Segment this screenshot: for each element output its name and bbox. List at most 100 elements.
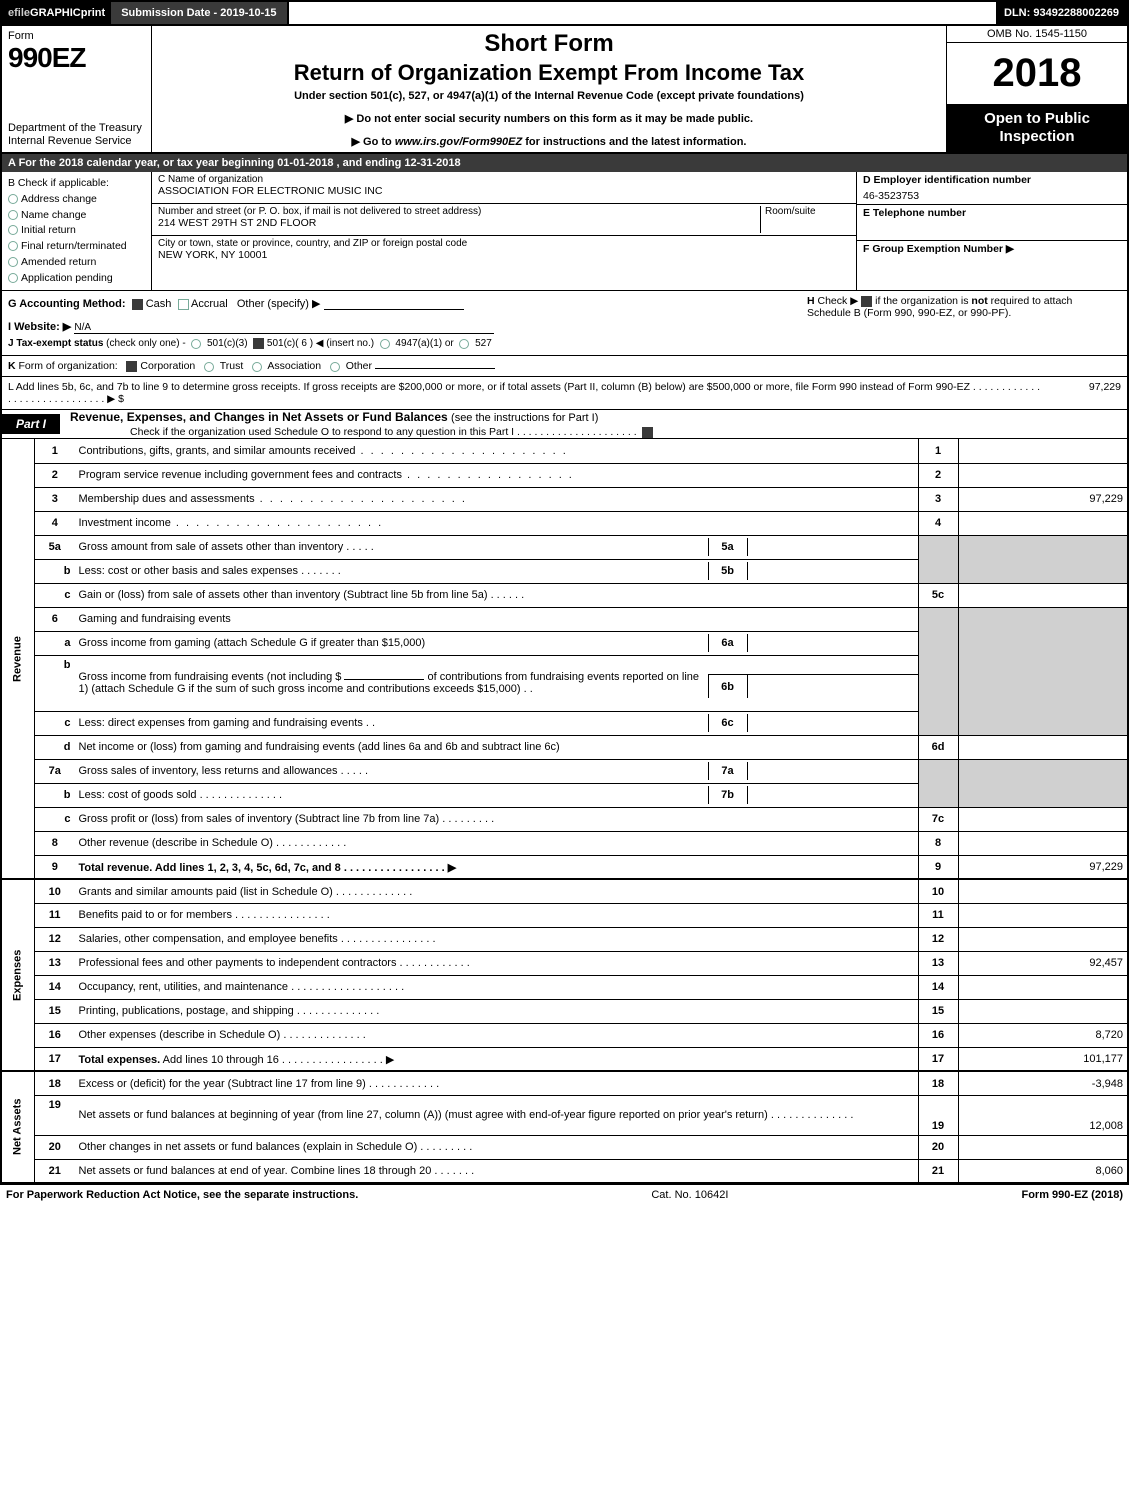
check-name-change[interactable]: Name change <box>8 208 145 224</box>
line-desc: Other revenue (describe in Schedule O) .… <box>75 831 919 855</box>
checkbox-accrual[interactable] <box>178 299 189 310</box>
line-val <box>958 463 1128 487</box>
radio-assoc[interactable] <box>252 362 262 372</box>
line-val <box>958 999 1128 1023</box>
col-b-check-applicable: B Check if applicable: Address change Na… <box>2 172 152 290</box>
line-6b-blank[interactable] <box>344 679 424 680</box>
line-val <box>958 807 1128 831</box>
part-i-check-o: Check if the organization used Schedule … <box>60 424 1127 438</box>
sub-val-7b <box>748 786 918 804</box>
tax-year: 2018 <box>947 43 1127 104</box>
check-address-change[interactable]: Address change <box>8 192 145 208</box>
line-val <box>958 879 1128 903</box>
line-desc: Grants and similar amounts paid (list in… <box>75 879 919 903</box>
radio-trust[interactable] <box>204 362 214 372</box>
line-6b-pre: Gross income from fundraising events (no… <box>79 671 342 683</box>
line-desc: Salaries, other compensation, and employ… <box>75 927 919 951</box>
radio-4947[interactable] <box>380 339 390 349</box>
line-desc: Other expenses (describe in Schedule O) … <box>75 1023 919 1047</box>
line-6d: d Net income or (loss) from gaming and f… <box>1 735 1128 759</box>
sub-val-5a <box>748 538 918 556</box>
radio-icon[interactable] <box>8 241 18 251</box>
city-value: NEW YORK, NY 10001 <box>158 249 850 261</box>
line-val <box>958 903 1128 927</box>
radio-icon[interactable] <box>8 257 18 267</box>
radio-icon[interactable] <box>8 194 18 204</box>
under-section: Under section 501(c), 527, or 4947(a)(1)… <box>160 90 938 102</box>
efile-print: print <box>81 7 105 19</box>
street-value: 214 WEST 29TH ST 2ND FLOOR <box>158 217 760 229</box>
part-i-tab: Part I <box>2 414 60 434</box>
checkbox-icon[interactable] <box>861 296 872 307</box>
line-5a: 5a Gross amount from sale of assets othe… <box>1 535 1128 559</box>
omb-number: OMB No. 1545-1150 <box>947 26 1127 43</box>
org-name-cell: C Name of organization ASSOCIATION FOR E… <box>152 172 856 204</box>
page-footer: For Paperwork Reduction Act Notice, see … <box>0 1184 1129 1205</box>
irs-link[interactable]: www.irs.gov/Form990EZ <box>395 136 522 148</box>
row-a-tax-year: A For the 2018 calendar year, or tax yea… <box>0 154 1129 172</box>
line-val: 97,229 <box>958 487 1128 511</box>
line-desc: Excess or (deficit) for the year (Subtra… <box>75 1071 919 1095</box>
line-val: 12,008 <box>958 1095 1128 1135</box>
sub-val-6b <box>748 674 918 698</box>
line-desc: Professional fees and other payments to … <box>75 951 919 975</box>
line-16: 16 Other expenses (describe in Schedule … <box>1 1023 1128 1047</box>
line-desc: Contributions, gifts, grants, and simila… <box>79 445 356 457</box>
department: Department of the Treasury <box>8 122 145 135</box>
line-desc: Investment income <box>79 517 171 529</box>
efile-button[interactable]: efile GRAPHIC print <box>2 2 111 24</box>
line-desc: Less: cost or other basis and sales expe… <box>75 562 708 580</box>
check-application-pending[interactable]: Application pending <box>8 271 145 287</box>
check-label: Initial return <box>21 224 76 236</box>
radio-icon[interactable] <box>8 273 18 283</box>
radio-527[interactable] <box>459 339 469 349</box>
line-val <box>958 735 1128 759</box>
other-org-field[interactable] <box>375 368 495 369</box>
col-b-header: B Check if applicable: <box>8 176 145 192</box>
other-specify-field[interactable] <box>324 309 464 310</box>
submission-date: Submission Date - 2019-10-15 <box>111 2 288 24</box>
line-6: 6 Gaming and fundraising events <box>1 607 1128 631</box>
line-6b-desc: Gross income from fundraising events (no… <box>75 668 708 698</box>
top-bar-spacer <box>289 2 997 24</box>
radio-icon[interactable] <box>8 210 18 220</box>
header-left: Form 990EZ Department of the Treasury In… <box>2 26 152 152</box>
check-label: Address change <box>21 193 97 205</box>
ein-label: D Employer identification number <box>863 174 1121 186</box>
checkbox-cash[interactable] <box>132 299 143 310</box>
line-val <box>958 1135 1128 1159</box>
checkbox-schedule-o[interactable] <box>642 427 653 438</box>
line-desc: Printing, publications, postage, and shi… <box>75 999 919 1023</box>
section-ghij: H Check ▶ if the organization is not req… <box>0 291 1129 356</box>
phone-label: E Telephone number <box>863 207 1121 219</box>
checkbox-501c[interactable] <box>253 338 264 349</box>
side-label-revenue: Revenue <box>1 439 35 879</box>
line-1: Revenue 1 Contributions, gifts, grants, … <box>1 439 1128 463</box>
radio-501c3[interactable] <box>191 339 201 349</box>
row-j: J Tax-exempt status (check only one) - 5… <box>8 338 1121 349</box>
sub-val-6a <box>748 634 918 652</box>
form-number: 990EZ <box>8 42 145 74</box>
part-i-title: Revenue, Expenses, and Changes in Net As… <box>60 410 451 424</box>
line-8: 8 Other revenue (describe in Schedule O)… <box>1 831 1128 855</box>
line-desc: Gain or (loss) from sale of assets other… <box>75 583 919 607</box>
checkbox-corp[interactable] <box>126 361 137 372</box>
dln-label: DLN: 93492288002269 <box>996 2 1127 24</box>
check-initial-return[interactable]: Initial return <box>8 223 145 239</box>
paperwork-notice: For Paperwork Reduction Act Notice, see … <box>6 1189 358 1201</box>
form-header: Form 990EZ Department of the Treasury In… <box>0 26 1129 154</box>
line-desc: Program service revenue including govern… <box>79 469 402 481</box>
radio-other-org[interactable] <box>330 362 340 372</box>
row-l-text: L Add lines 5b, 6c, and 7b to line 9 to … <box>8 381 1041 405</box>
return-title: Return of Organization Exempt From Incom… <box>160 60 938 86</box>
line-9: 9 Total revenue. Add lines 1, 2, 3, 4, 5… <box>1 855 1128 879</box>
check-final-return[interactable]: Final return/terminated <box>8 239 145 255</box>
note-goto-suffix: for instructions and the latest informat… <box>525 136 746 148</box>
form-label: Form <box>8 30 145 42</box>
radio-icon[interactable] <box>8 225 18 235</box>
room-label: Room/suite <box>765 206 850 217</box>
accrual-label: Accrual <box>191 298 228 310</box>
website-value: N/A <box>74 322 494 334</box>
check-amended-return[interactable]: Amended return <box>8 255 145 271</box>
col-c-name-address: C Name of organization ASSOCIATION FOR E… <box>152 172 857 290</box>
